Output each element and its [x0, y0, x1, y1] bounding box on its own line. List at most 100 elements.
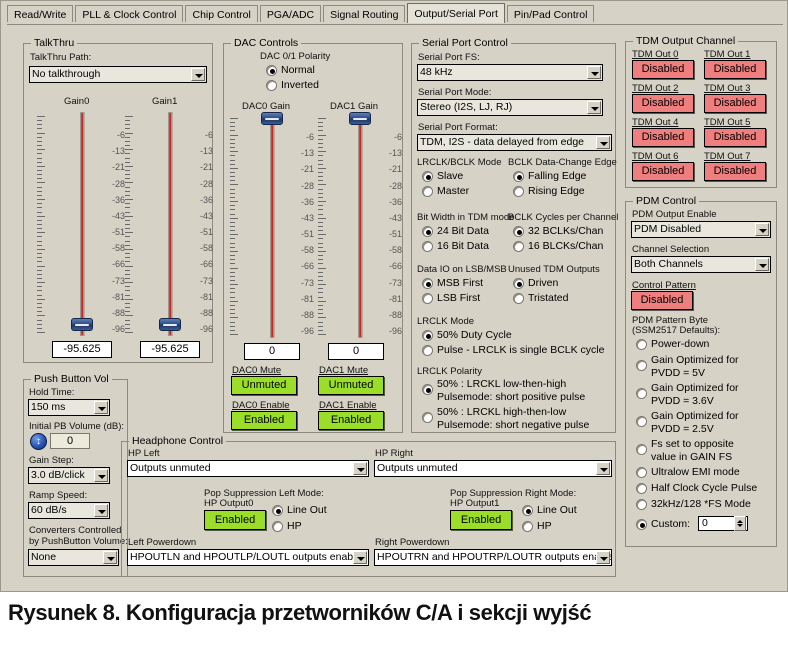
hp-right-select[interactable]: Outputs unmuted	[374, 460, 612, 477]
lrclk-mode-duty50[interactable]: 50% Duty Cycle	[422, 329, 512, 342]
dac0-gain-slider[interactable]: -6 -13 -21 -28 -36 -43 -51 -58 -66 -73 -81 -88 -96	[230, 112, 316, 338]
dac1-mute-button[interactable]: Unmuted	[318, 376, 384, 395]
dac1-gain-slider[interactable]: -6 -13 -21 -28 -36 -43 -51 -58 -66 -73 -81 -88 -96	[318, 112, 404, 338]
radio-icon[interactable]	[422, 278, 433, 289]
ramp-speed-select[interactable]: 60 dB/s	[28, 502, 110, 519]
dac-polarity-normal[interactable]: Normal	[266, 64, 315, 77]
tdm-out-5-button[interactable]: Disabled	[704, 128, 766, 147]
radio-icon[interactable]	[636, 483, 647, 494]
chevron-down-icon[interactable]	[587, 66, 601, 79]
bclk-edge-rising[interactable]: Rising Edge	[513, 185, 585, 198]
radio-icon[interactable]	[636, 467, 647, 478]
pdm-pattern-32khz-128fs[interactable]: 32kHz/128 *FS Mode	[636, 498, 751, 511]
radio-icon[interactable]	[513, 293, 524, 304]
pdm-channel-selection-select[interactable]: Both Channels	[631, 256, 771, 273]
initial-pb-volume-knob[interactable]: ↕	[30, 433, 47, 450]
right-mode-hp[interactable]: HP	[522, 520, 552, 533]
radio-icon[interactable]	[636, 360, 647, 371]
chevron-down-icon[interactable]	[596, 136, 610, 149]
tdm-out-7-button[interactable]: Disabled	[704, 162, 766, 181]
radio-icon[interactable]	[636, 444, 647, 455]
dataio-msb-first[interactable]: MSB First	[422, 277, 483, 290]
radio-icon[interactable]	[422, 293, 433, 304]
serial-format-select[interactable]: TDM, I2S - data delayed from edge	[417, 134, 612, 151]
left-powerdown-select[interactable]: HPOUTLN and HPOUTLP/LOUTL outputs enable…	[127, 549, 369, 566]
tab-pga-adc[interactable]: PGA/ADC	[259, 5, 322, 22]
radio-icon[interactable]	[513, 186, 524, 197]
talkthru-gain1-slider[interactable]: -6 -13 -21 -28 -36 -43 -51 -58 -66 -73 -81 -88 -96	[125, 112, 215, 336]
dac0-enable-button[interactable]: Enabled	[231, 411, 297, 430]
chevron-down-icon[interactable]	[755, 223, 769, 236]
dac1-gain-value[interactable]: 0	[328, 343, 384, 360]
radio-icon[interactable]	[636, 499, 647, 510]
radio-icon[interactable]	[422, 186, 433, 197]
pdm-output-enable-select[interactable]: PDM Disabled	[631, 221, 771, 238]
dac0-mute-button[interactable]: Unmuted	[231, 376, 297, 395]
dac1-enable-button[interactable]: Enabled	[318, 411, 384, 430]
bclk-edge-falling[interactable]: Falling Edge	[513, 170, 586, 183]
radio-icon[interactable]	[422, 384, 433, 395]
radio-icon[interactable]	[422, 226, 433, 237]
chevron-down-icon[interactable]	[596, 551, 610, 564]
pdm-control-pattern-button[interactable]: Disabled	[631, 291, 693, 310]
talkthru-gain0-value[interactable]: -95.625	[52, 341, 112, 358]
left-mode-line-out[interactable]: Line Out	[272, 504, 327, 517]
lrclk-bclk-mode-slave[interactable]: Slave	[422, 170, 463, 183]
tdm-out-0-button[interactable]: Disabled	[632, 60, 694, 79]
tdm-out-4-button[interactable]: Disabled	[632, 128, 694, 147]
pdm-pattern-custom[interactable]: Custom:	[636, 518, 690, 531]
dac-polarity-inverted[interactable]: Inverted	[266, 79, 319, 92]
radio-icon[interactable]	[636, 388, 647, 399]
talkthru-gain0-thumb[interactable]	[71, 318, 93, 331]
tab-pll-clock-control[interactable]: PLL & Clock Control	[75, 5, 184, 22]
right-powerdown-select[interactable]: HPOUTRN and HPOUTRP/LOUTR outputs enable…	[374, 549, 612, 566]
tdm-out-1-button[interactable]: Disabled	[704, 60, 766, 79]
radio-icon[interactable]	[266, 80, 277, 91]
tab-chip-control[interactable]: Chip Control	[185, 5, 258, 22]
radio-icon[interactable]	[522, 521, 533, 532]
talkthru-gain0-slider[interactable]: -6 -13 -21 -28 -36 -43 -51 -58 -66 -73 -81 -88 -96	[37, 112, 127, 336]
radio-icon[interactable]	[636, 519, 647, 530]
tdm-out-3-button[interactable]: Disabled	[704, 94, 766, 113]
lrclk-mode-pulse[interactable]: Pulse - LRCLK is single BCLK cycle	[422, 344, 604, 357]
radio-icon[interactable]	[513, 241, 524, 252]
pop-left-button[interactable]: Enabled	[204, 510, 266, 530]
radio-icon[interactable]	[422, 241, 433, 252]
chevron-down-icon[interactable]	[191, 68, 205, 81]
tab-output-serial-port[interactable]: Output/Serial Port	[407, 3, 505, 23]
pdm-pattern-fs-opposite[interactable]: Fs set to opposite value in GAIN FS	[636, 438, 734, 464]
gain-step-select[interactable]: 3.0 dB/click	[28, 467, 110, 484]
initial-pb-volume-value[interactable]: 0	[50, 433, 90, 449]
pdm-custom-spinner[interactable]	[734, 516, 746, 531]
radio-icon[interactable]	[422, 330, 433, 341]
lrclk-polarity-low-then-high[interactable]: 50% : LRCKL low-then-high Pulsemode: sho…	[422, 378, 585, 404]
chevron-down-icon[interactable]	[94, 469, 108, 482]
radio-icon[interactable]	[513, 278, 524, 289]
radio-icon[interactable]	[422, 412, 433, 423]
pdm-pattern-gain-25v[interactable]: Gain Optimized for PVDD = 2.5V	[636, 410, 739, 436]
radio-icon[interactable]	[522, 505, 533, 516]
tdm-out-6-button[interactable]: Disabled	[632, 162, 694, 181]
serial-mode-select[interactable]: Stereo (I2S, LJ, RJ)	[417, 99, 603, 116]
unused-tdm-tristated[interactable]: Tristated	[513, 292, 568, 305]
chevron-down-icon[interactable]	[94, 504, 108, 517]
tab-signal-routing[interactable]: Signal Routing	[323, 5, 406, 22]
lrclk-polarity-high-then-low[interactable]: 50% : LRCKL high-then-low Pulsemode: sho…	[422, 406, 589, 432]
left-mode-hp[interactable]: HP	[272, 520, 302, 533]
radio-icon[interactable]	[513, 226, 524, 237]
talkthru-path-select[interactable]: No talkthrough	[29, 66, 207, 83]
bitwidth-24[interactable]: 24 Bit Data	[422, 225, 489, 238]
bclk-cycles-16[interactable]: 16 BLCKs/Chan	[513, 240, 603, 253]
bclk-cycles-32[interactable]: 32 BCLKs/Chan	[513, 225, 603, 238]
chevron-down-icon[interactable]	[755, 258, 769, 271]
converters-controlled-select[interactable]: None	[28, 549, 119, 566]
talkthru-gain1-value[interactable]: -95.625	[140, 341, 200, 358]
dac0-gain-thumb[interactable]	[261, 112, 283, 125]
chevron-down-icon[interactable]	[596, 462, 610, 475]
serial-fs-select[interactable]: 48 kHz	[417, 64, 603, 81]
pdm-pattern-gain-5v[interactable]: Gain Optimized for PVDD = 5V	[636, 354, 739, 380]
pop-right-button[interactable]: Enabled	[450, 510, 512, 530]
chevron-down-icon[interactable]	[94, 401, 108, 414]
radio-icon[interactable]	[422, 345, 433, 356]
radio-icon[interactable]	[266, 65, 277, 76]
